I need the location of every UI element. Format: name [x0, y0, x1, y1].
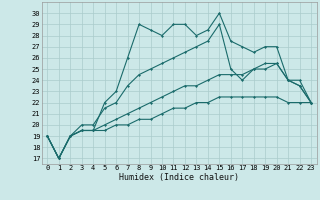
X-axis label: Humidex (Indice chaleur): Humidex (Indice chaleur) — [119, 173, 239, 182]
